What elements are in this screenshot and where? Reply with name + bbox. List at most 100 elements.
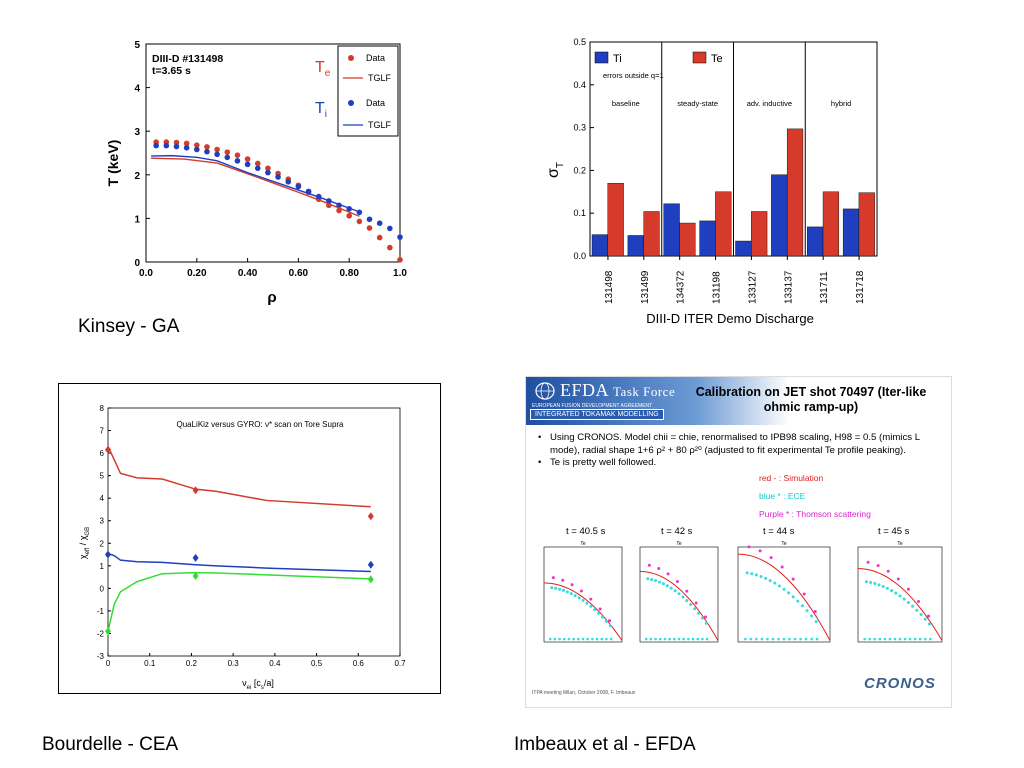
kinsey-point <box>254 165 261 172</box>
sigma-bar <box>607 183 624 257</box>
kinsey-annotation-2: t=3.65 s <box>152 65 191 77</box>
sigma-ytick-label: 0.4 <box>573 80 586 90</box>
kinsey-point <box>214 151 220 158</box>
qualikiz-ytick-label: 5 <box>100 472 105 481</box>
kinsey-xtick-label: 0.40 <box>238 268 258 279</box>
te-ece-base <box>644 637 648 641</box>
qualikiz-ytick-label: -3 <box>97 652 105 661</box>
te-ece-point <box>608 624 612 628</box>
te-thomson-point <box>685 589 689 593</box>
kinsey-legend-ti-marker <box>348 100 354 106</box>
sigma-ytick-label: 0.0 <box>573 251 586 261</box>
kinsey-point <box>295 183 302 190</box>
te-ece-base <box>649 637 653 641</box>
qualikiz-diamond <box>367 560 374 569</box>
caption-kinsey: Kinsey - GA <box>78 316 180 337</box>
kinsey-ytick-label: 1 <box>134 214 140 225</box>
te-ece-point <box>597 611 601 615</box>
te-ece-point <box>562 588 565 592</box>
kinsey-legend-ti: Ti <box>315 100 327 120</box>
bullet-2: Te is pretty well followed. <box>536 457 765 470</box>
kinsey-point <box>214 146 220 153</box>
kinsey-point <box>153 142 159 149</box>
kinsey-point <box>265 169 271 176</box>
te-ece-base <box>903 637 907 641</box>
sigma-legend-ti-swatch <box>594 51 609 64</box>
qualikiz-diamond <box>105 627 111 636</box>
kinsey-xlabel: ρ <box>267 289 276 306</box>
te-ece-base <box>868 637 872 641</box>
efda-itm-label: INTEGRATED TOKAMAK MODELLING <box>530 409 664 420</box>
sigma-ylabel: σT <box>545 162 566 178</box>
qualikiz-line-1 <box>107 552 371 573</box>
te-ece-point <box>654 579 658 583</box>
te-ece-base <box>562 637 566 641</box>
qualikiz-xtick-label: 0 <box>106 659 111 668</box>
te-ece-point <box>589 604 593 608</box>
kinsey-xtick-label: 1.0 <box>393 268 407 279</box>
te-ece-base <box>744 637 747 641</box>
te-ece-point <box>864 580 868 584</box>
sigma-xtick-label: 133127 <box>747 270 758 304</box>
te-ece-base <box>777 637 780 641</box>
legend-simulation: red - : Simulation <box>759 473 824 483</box>
kinsey-legend-ti-data: Data <box>366 98 385 108</box>
te-panel-frame <box>639 546 719 643</box>
te-thomson-point <box>916 600 920 604</box>
te-ece-base <box>815 637 819 641</box>
te-panel-title: Te <box>676 541 682 547</box>
te-ece-point <box>890 589 894 593</box>
kinsey-legend-ti-tglf: TGLF <box>368 120 392 130</box>
kinsey-point <box>224 149 231 155</box>
te-ece-base <box>888 637 892 641</box>
sigma-bar <box>807 226 824 257</box>
kinsey-point <box>173 143 180 150</box>
te-thomson-point <box>579 589 583 593</box>
kinsey-point <box>194 142 200 148</box>
qualikiz-ytick-label: 8 <box>100 404 105 413</box>
sigma-bar <box>786 128 804 257</box>
qualikiz-xtick-label: 0.6 <box>353 659 365 668</box>
kinsey-xtick-label: 0.0 <box>139 268 153 279</box>
sigma-ytick-label: 0.2 <box>573 165 586 175</box>
te-ece-point <box>650 578 654 582</box>
te-ece-base <box>682 637 685 641</box>
kinsey-point <box>183 144 190 151</box>
te-ece-point <box>782 587 786 591</box>
te-ece-point <box>585 601 589 605</box>
te-ece-point <box>745 571 749 575</box>
te-ece-point <box>754 573 758 577</box>
qualikiz-frame <box>58 383 441 694</box>
qualikiz-xtick-label: 0.5 <box>311 659 323 668</box>
te-ece-point <box>577 596 581 600</box>
te-thomson-point <box>876 564 880 568</box>
te-ece-base <box>677 637 681 641</box>
te-ece-base <box>591 637 594 641</box>
slide-footer: ITPA meeting Milan, October 2008, F. Imb… <box>532 690 636 696</box>
kinsey-ytick-label: 3 <box>134 127 140 138</box>
te-ece-point <box>673 589 677 593</box>
sigma-xtick-label: 131498 <box>604 270 615 304</box>
te-ece-base <box>586 637 589 641</box>
te-thomson-point <box>747 545 751 549</box>
te-ece-point <box>773 581 777 585</box>
kinsey-line-2 <box>151 157 360 217</box>
te-ece-point <box>810 614 814 618</box>
te-ece-point <box>915 608 919 612</box>
te-ece-point <box>869 580 873 584</box>
qualikiz-diamond <box>105 550 111 559</box>
sigma-ytick-label: 0.3 <box>573 123 586 133</box>
te-ece-point <box>685 599 689 603</box>
qualikiz-ytick-label: 7 <box>100 427 105 436</box>
te-ece-base <box>898 637 902 641</box>
time-label-3: t = 44 s <box>763 526 795 537</box>
te-ece-base <box>553 637 557 641</box>
kinsey-point <box>387 225 393 232</box>
te-thomson-point <box>598 607 602 611</box>
sigma-xlabel: DIII-D ITER Demo Discharge <box>646 311 814 326</box>
kinsey-legend <box>337 45 399 137</box>
te-ece-point <box>665 584 669 588</box>
te-ece-base <box>687 637 690 641</box>
kinsey-axes-frame <box>145 43 401 263</box>
te-ece-point <box>787 591 791 595</box>
